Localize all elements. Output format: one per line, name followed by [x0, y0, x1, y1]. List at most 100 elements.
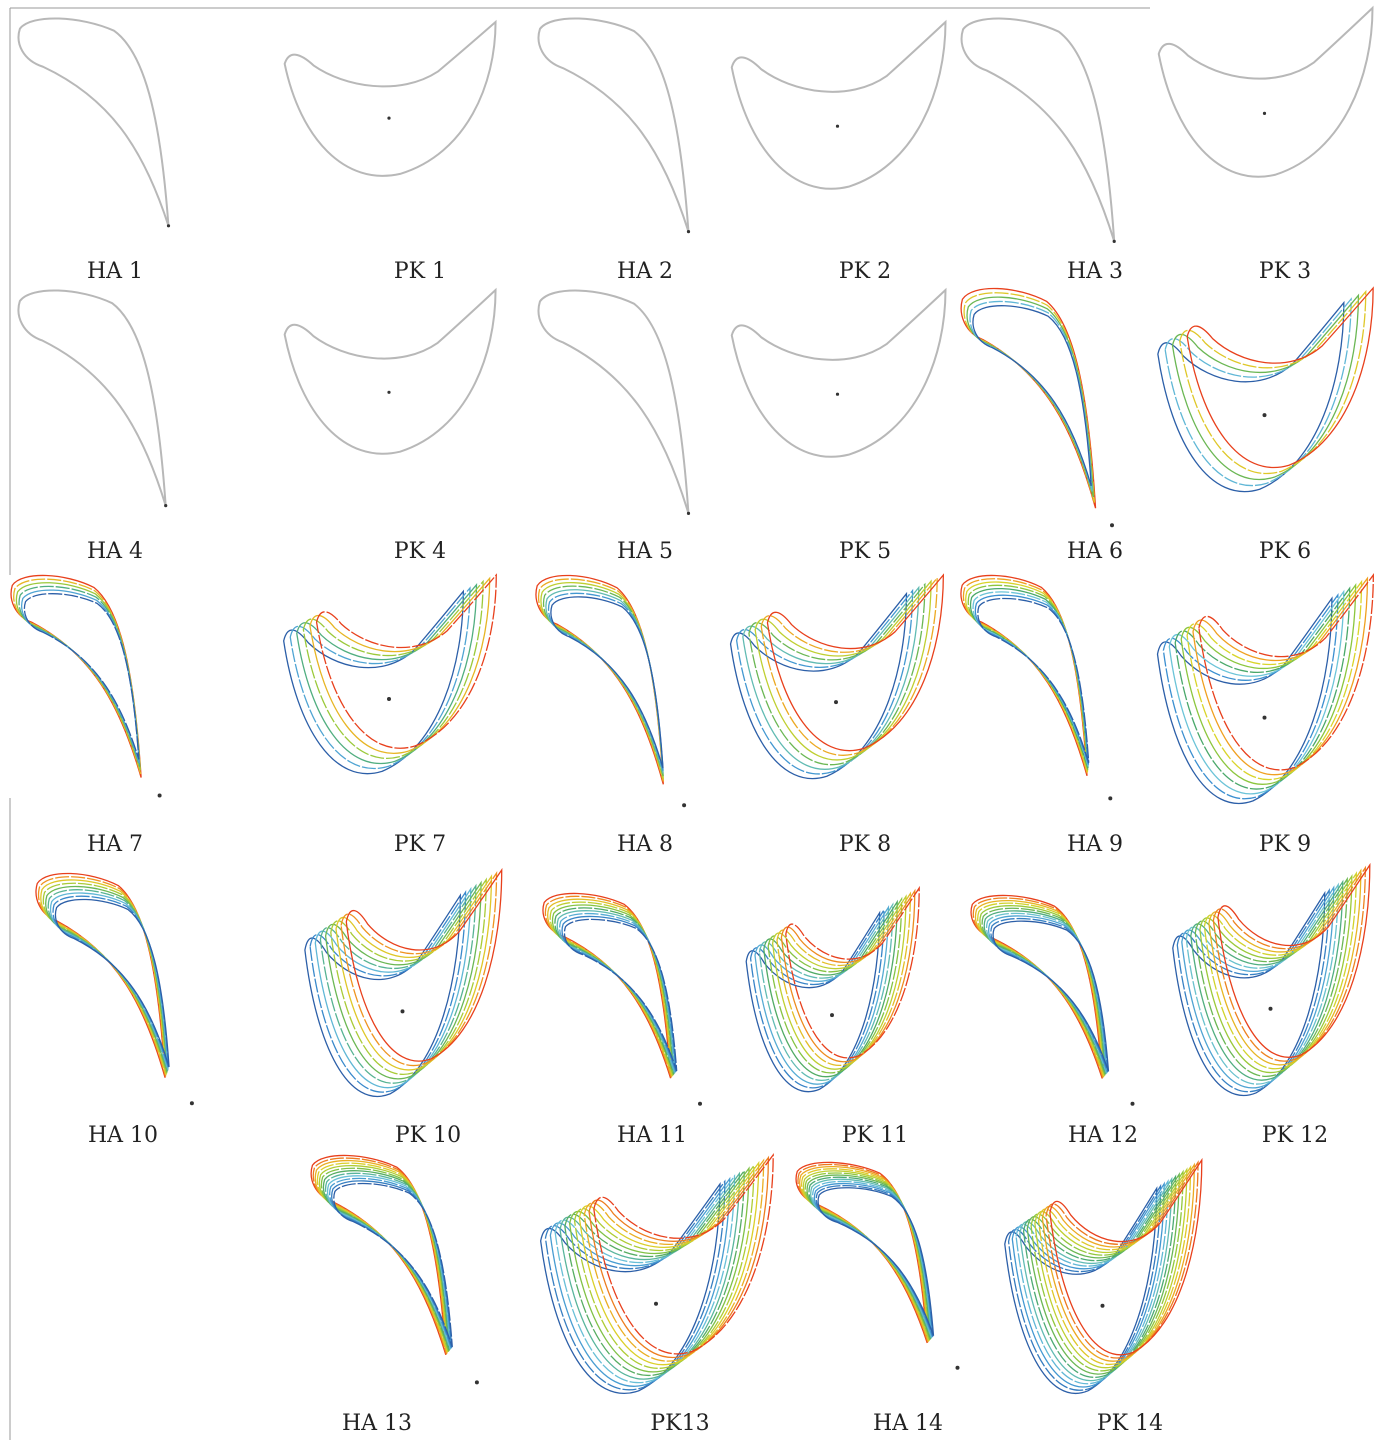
profile-pk4 — [285, 290, 496, 454]
profile-outline — [963, 579, 1087, 774]
caption-ha9: HA 9 — [1067, 832, 1123, 857]
profile-outline — [48, 890, 167, 1071]
profile-outline — [759, 905, 892, 1081]
profile-outline — [1213, 868, 1365, 1061]
profile-outline — [798, 1165, 928, 1343]
profile-outline — [550, 1179, 729, 1386]
profile-outline — [55, 899, 169, 1066]
panel-frame-lines — [9, 7, 1150, 1440]
profile-outline — [755, 581, 931, 760]
profile-outline — [987, 913, 1107, 1073]
profile-outline — [1182, 888, 1334, 1088]
profile-outline — [328, 1176, 451, 1349]
profile-outline — [751, 910, 884, 1088]
profile-pk8 — [731, 575, 944, 779]
profile-outline — [557, 911, 674, 1074]
profile-outline — [41, 880, 166, 1075]
profile-outline — [973, 306, 1091, 486]
profile-outline — [973, 592, 1088, 767]
profile-outline — [310, 578, 490, 753]
profile-outline — [755, 907, 888, 1084]
profile-outline — [807, 1175, 930, 1339]
profile-outline — [768, 899, 901, 1073]
caption-ha10: HA 10 — [88, 1123, 158, 1148]
profile-outline — [989, 916, 1108, 1073]
profile-outline — [732, 22, 946, 189]
profile-outline — [732, 290, 946, 457]
profile-outline — [584, 1160, 763, 1361]
profile-outline — [19, 18, 169, 225]
profile-pk9 — [1158, 575, 1374, 803]
profile-outline — [562, 916, 676, 1071]
profile-outline — [980, 906, 1105, 1076]
caption-ha6: HA 6 — [1067, 539, 1123, 564]
center-dot — [1100, 1303, 1105, 1308]
profile-outline — [539, 291, 689, 514]
profile-captions: HA 1 PK 1 HA 2 PK 2 HA 3 PK 3 HA 4 PK 4 HA 5 PK 5… — [87, 259, 1328, 1436]
caption-ha2: HA 2 — [617, 259, 673, 284]
profile-ha2 — [539, 18, 691, 233]
profile-outline — [1195, 879, 1347, 1076]
profile-outline — [1218, 865, 1370, 1057]
caption-pk6: PK 6 — [1259, 539, 1311, 564]
profile-outline — [1050, 1160, 1202, 1355]
profile-outline — [731, 594, 907, 779]
profile-outline — [317, 575, 497, 748]
profile-outline — [1020, 1179, 1172, 1381]
profile-pk1 — [285, 22, 496, 176]
caption-pk5: PK 5 — [839, 539, 891, 564]
profile-outline — [971, 589, 1088, 769]
center-dot — [686, 511, 691, 515]
profile-outline — [984, 911, 1106, 1074]
caption-pk12: PK 12 — [1262, 1123, 1328, 1148]
caption-ha13: HA 13 — [342, 1411, 412, 1436]
caption-pk13: PK13 — [650, 1411, 709, 1436]
profile-outline — [326, 883, 481, 1079]
caption-pk10: PK 10 — [395, 1123, 461, 1148]
center-dot — [654, 1301, 658, 1306]
profile-outline — [1180, 292, 1366, 474]
caption-ha14: HA 14 — [873, 1411, 943, 1436]
profile-ha4 — [18, 290, 167, 507]
profile-outline — [36, 873, 165, 1077]
caption-pk7: PK 7 — [394, 832, 446, 857]
profile-outline — [805, 1173, 930, 1340]
profile-ha10 — [36, 873, 194, 1105]
caption-ha4: HA 4 — [87, 539, 143, 564]
profile-outline — [773, 896, 906, 1069]
profile-outline — [564, 919, 676, 1071]
center-dot — [1262, 111, 1267, 115]
profile-outline — [16, 583, 140, 771]
center-dot — [387, 116, 391, 120]
profile-outline — [19, 586, 140, 766]
center-dot — [387, 697, 391, 701]
profile-outline — [1158, 303, 1344, 492]
profile-outline — [51, 893, 168, 1070]
profile-outline — [575, 1166, 754, 1369]
profile-outline — [330, 1178, 451, 1348]
profile-outline — [1027, 1174, 1179, 1374]
profile-outline — [24, 594, 138, 760]
profile-outline — [594, 1155, 773, 1354]
profile-pk7 — [284, 575, 497, 774]
profile-outline — [1012, 1184, 1164, 1387]
profile-outline — [319, 1166, 448, 1352]
profile-outline — [541, 583, 663, 779]
profile-outline — [1035, 1170, 1187, 1368]
profile-pk2 — [732, 22, 946, 189]
profile-outline — [553, 905, 674, 1075]
center-dot — [474, 1380, 479, 1385]
profile-ha12 — [971, 895, 1134, 1105]
profile-outline — [1187, 288, 1373, 467]
profile-pk5 — [732, 290, 946, 457]
profile-outline — [814, 1184, 932, 1337]
profile-outline — [589, 1158, 768, 1358]
profile-outline — [11, 575, 141, 777]
caption-pk14: PK 14 — [1097, 1411, 1163, 1436]
center-dot — [1262, 715, 1267, 720]
caption-ha5: HA 5 — [617, 539, 673, 564]
profile-outline — [1204, 873, 1356, 1068]
caption-ha8: HA 8 — [617, 832, 673, 857]
center-dot — [955, 1365, 960, 1370]
caption-ha7: HA 7 — [87, 832, 143, 857]
